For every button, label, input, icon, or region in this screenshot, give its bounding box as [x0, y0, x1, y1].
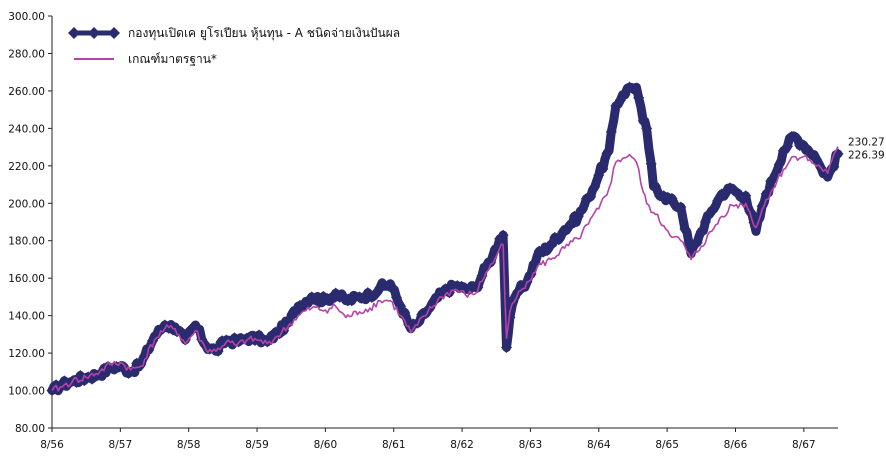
- data-point-fund: [708, 203, 720, 215]
- legend-marker-fund: [68, 27, 80, 39]
- data-point-fund: [641, 122, 653, 134]
- data-point-fund: [399, 306, 411, 318]
- data-point-fund: [619, 89, 631, 101]
- data-point-fund: [828, 161, 840, 173]
- x-tick-label: 8/63: [519, 439, 543, 451]
- data-point-fund: [501, 341, 513, 353]
- data-point-fund: [585, 191, 597, 203]
- series-layer: [46, 81, 844, 397]
- data-point-fund: [628, 84, 640, 96]
- data-point-fund: [666, 192, 678, 204]
- data-point-fund: [691, 237, 703, 249]
- data-point-fund: [497, 229, 509, 241]
- data-point-fund: [525, 268, 537, 280]
- data-point-fund: [476, 270, 488, 282]
- y-tick-label: 80.00: [15, 423, 45, 435]
- legend: กองทุนเปิดเค ยูโรเปียน หุ้นทุน - A ชนิดจ…: [68, 26, 400, 66]
- y-tick-label: 100.00: [8, 386, 45, 398]
- y-tick-label: 280.00: [8, 48, 45, 60]
- series-line-fund: [47, 82, 843, 396]
- data-point-fund: [118, 362, 130, 374]
- x-tick-label: 8/59: [245, 439, 269, 451]
- data-point-fund: [650, 180, 662, 192]
- data-point-fund: [679, 223, 691, 235]
- data-point-fund: [810, 153, 822, 165]
- x-tick-label: 8/64: [587, 439, 611, 451]
- data-point-fund: [601, 147, 613, 159]
- data-point-fund: [699, 216, 711, 228]
- y-tick-label: 200.00: [8, 198, 45, 210]
- x-axis: 8/56 8/57 8/58 8/59 8/60 8/61 8/62 8/63 8/64 8/65…: [40, 427, 838, 451]
- y-tick-label: 300.00: [8, 11, 45, 23]
- x-tick-label: 8/57: [109, 439, 133, 451]
- end-label-benchmark: 230.27: [848, 137, 885, 149]
- x-tick-label: 8/58: [177, 439, 201, 451]
- data-point-fund: [564, 218, 576, 230]
- data-point-fund: [485, 257, 497, 269]
- data-point-fund: [675, 201, 687, 213]
- legend-marker-fund: [108, 27, 120, 39]
- data-point-fund: [773, 159, 785, 171]
- data-point-fund: [386, 282, 398, 294]
- data-point-fund: [390, 291, 402, 303]
- legend-label-fund: กองทุนเปิดเค ยูโรเปียน หุ้นทุน - A ชนิดจ…: [128, 26, 400, 41]
- data-point-fund: [605, 126, 617, 138]
- legend-marker-fund: [88, 27, 100, 39]
- data-point-fund: [633, 92, 645, 104]
- data-point-fund: [545, 238, 557, 250]
- y-tick-label: 140.00: [8, 311, 45, 323]
- y-tick-label: 120.00: [8, 348, 45, 360]
- data-point-fund: [740, 190, 752, 202]
- data-point-fund: [576, 204, 588, 216]
- data-point-fund: [282, 317, 294, 329]
- data-point-fund: [597, 163, 609, 175]
- end-label-fund: 226.39: [848, 150, 885, 162]
- y-tick-label: 220.00: [8, 161, 45, 173]
- y-tick-label: 240.00: [8, 123, 45, 135]
- legend-label-benchmark: เกณฑ์มาตรฐาน*: [128, 52, 217, 66]
- data-point-fund: [695, 225, 707, 237]
- y-axis: 80.00 100.00 120.00 140.00 160.00 180.00 200.0…: [8, 11, 53, 435]
- x-tick-label: 8/66: [724, 439, 748, 451]
- series-line-benchmark: [51, 146, 839, 392]
- x-tick-label: 8/61: [382, 439, 406, 451]
- x-tick-label: 8/60: [314, 439, 338, 451]
- y-tick-label: 180.00: [8, 236, 45, 248]
- y-tick-label: 260.00: [8, 86, 45, 98]
- data-point-fund: [790, 131, 802, 143]
- series-markers-fund: [46, 81, 844, 397]
- data-point-fund: [553, 234, 565, 246]
- data-point-fund: [589, 181, 601, 193]
- x-tick-label: 8/67: [792, 439, 816, 451]
- y-tick-label: 160.00: [8, 273, 45, 285]
- x-tick-label: 8/65: [655, 439, 679, 451]
- data-point-fund: [645, 158, 657, 170]
- data-point-fund: [179, 334, 191, 346]
- x-tick-label: 8/56: [40, 439, 64, 451]
- x-tick-label: 8/62: [450, 439, 474, 451]
- data-point-fund: [781, 141, 793, 153]
